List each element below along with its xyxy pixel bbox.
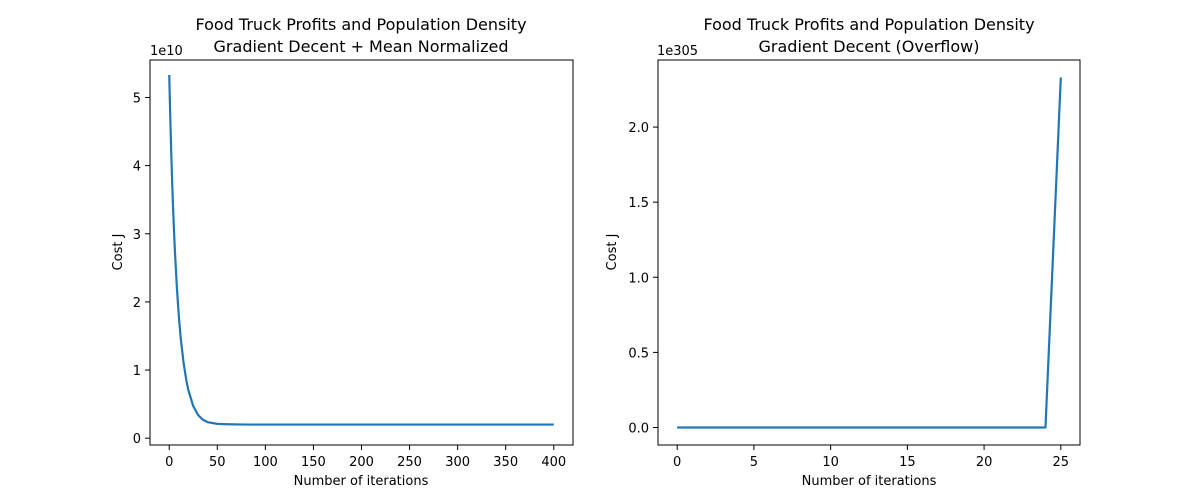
right-chart-xlabel: Number of iterations	[802, 474, 937, 489]
right-chart-x-tick-label: 25	[1053, 455, 1070, 470]
left-chart-xlabel: Number of iterations	[294, 474, 429, 489]
left-chart-series-line-0	[168, 74, 554, 426]
left-chart-y-tick-label: 0	[133, 432, 141, 447]
right-chart-y-tick-label: 1.0	[628, 271, 649, 286]
right-chart-y-tick-label: 2.0	[628, 121, 649, 136]
left-chart-plot-frame	[149, 59, 574, 446]
right-chart-y-offset-label: 1e305	[657, 44, 698, 59]
left-chart-title-line1: Food Truck Profits and Population Densit…	[195, 15, 526, 34]
left-chart-y-offset-label: 1e10	[150, 44, 183, 59]
left-chart-x-tick-label: 200	[349, 455, 374, 470]
right-chart-x-tick-label: 5	[750, 455, 758, 470]
right-chart: Food Truck Profits and Population Densit…	[605, 15, 1081, 489]
right-chart-x-tick-label: 10	[822, 455, 839, 470]
right-chart-x-tick-label: 20	[976, 455, 993, 470]
right-chart-title-line2: Gradient Decent (Overflow)	[759, 37, 980, 56]
right-chart-ylabel: Cost J	[605, 234, 620, 271]
left-chart-x-tick-label: 400	[541, 455, 566, 470]
left-chart-y-tick-label: 2	[133, 296, 141, 311]
right-chart-x-tick-label: 0	[673, 455, 681, 470]
right-chart-series-line-0	[677, 77, 1062, 429]
left-chart-y-tick-label: 5	[133, 91, 141, 106]
left-chart-y-tick-label: 4	[133, 160, 141, 175]
left-chart-y-tick-label: 1	[133, 364, 141, 379]
right-chart-plot-frame	[657, 59, 1081, 446]
left-chart-ylabel: Cost J	[111, 234, 126, 271]
right-chart-y-tick-label: 0.0	[628, 422, 649, 437]
left-chart-x-tick-label: 350	[493, 455, 518, 470]
right-chart-x-tick-label: 15	[899, 455, 916, 470]
left-chart: Food Truck Profits and Population Densit…	[111, 15, 574, 489]
left-chart-x-tick-label: 150	[301, 455, 326, 470]
left-chart-x-tick-label: 250	[397, 455, 422, 470]
left-chart-y-tick-label: 3	[133, 228, 141, 243]
left-chart-x-tick-label: 50	[209, 455, 226, 470]
right-chart-y-tick-label: 1.5	[628, 196, 649, 211]
left-chart-x-tick-label: 100	[253, 455, 278, 470]
right-chart-y-tick-label: 0.5	[628, 346, 649, 361]
left-chart-title-line2: Gradient Decent + Mean Normalized	[214, 37, 509, 56]
left-chart-x-tick-label: 0	[165, 455, 173, 470]
right-chart-title-line1: Food Truck Profits and Population Densit…	[703, 15, 1034, 34]
left-chart-x-tick-label: 300	[445, 455, 470, 470]
